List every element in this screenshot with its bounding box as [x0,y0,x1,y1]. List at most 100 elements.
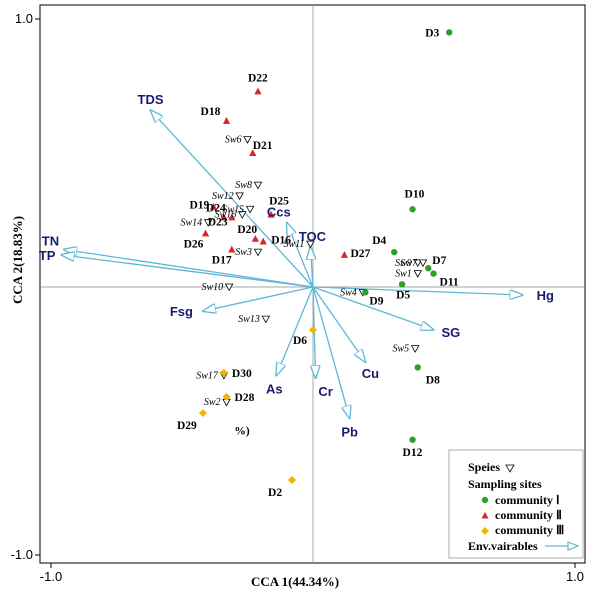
species-label-sw6: Sw6 [225,135,242,146]
site-marker-d3 [446,29,452,35]
site-marker-d22 [254,88,261,95]
legend-community3-label: community Ⅲ [495,523,564,537]
y-tick-label: 1.0 [15,11,33,26]
env-vectors [61,110,522,418]
site-label-d10: D10 [405,188,425,200]
legend-sampling-sites-label: Sampling sites [468,477,542,491]
env-label-tds: TDS [138,92,164,107]
env-label-cr: Cr [318,384,332,399]
stray-text: %) [234,425,250,437]
legend-community1-marker [482,497,488,503]
site-marker-d16 [260,238,267,245]
species-marker-sw12 [236,193,243,199]
species-label-sw8: Sw8 [235,180,252,191]
site-marker-d7 [425,265,431,271]
site-label-d5: D5 [396,289,410,301]
env-label-tp: TP [39,248,56,263]
site-label-d6: D6 [293,335,307,347]
env-label-hg: Hg [537,288,554,303]
site-label-d3: D3 [425,27,439,39]
site-marker-d26 [202,230,209,237]
species-label-sw5: Sw5 [393,344,410,355]
site-label-d7: D7 [432,255,446,267]
site-label-d26: D26 [184,238,204,250]
cca-plot-svg: -1.0 1.01.0-1.0 TDSTNTPHgFsgSGCcsTOCAs CrC… [0,0,600,600]
species-label-sw17: Sw17 [196,370,219,381]
species-marker-sw6 [244,137,251,143]
species-marker-sw8 [254,182,261,188]
site-label-d12: D12 [403,447,423,459]
site-label-d25: D25 [269,196,289,208]
env-label-fsg: Fsg [170,304,193,319]
site-marker-d11 [430,270,436,276]
legend-env-label: Env.vairables [468,539,538,553]
species-label-sw4: Sw4 [340,287,357,298]
species-marker-sw13 [262,316,269,322]
species-label-sw12: Sw12 [212,191,234,202]
env-vector-tn [64,249,313,287]
env-vector-sg [313,287,434,330]
site-marker-d12 [409,437,415,443]
species-label-sw7: Sw7 [400,258,418,269]
site-marker-d18 [223,117,230,124]
site-label-d22: D22 [248,72,268,84]
env-label-pb: Pb [341,424,358,439]
site-label-d2: D2 [268,487,282,499]
site-label-d21: D21 [253,140,273,152]
legend-species-label: Speies [468,460,500,474]
site-marker-d27 [341,251,348,258]
cca-biplot: -1.0 1.0 1.0 -1.0 TDS TN TP Hg Fsg SG Ccs TOC As Cr C… [0,0,600,600]
species-marker-sw7 [419,260,426,266]
species-marker-sw15 [247,206,254,212]
env-vector-as [276,287,313,375]
site-label-d23: D23 [208,216,228,228]
env-label-sg: SG [442,325,461,340]
site-label-d4: D4 [372,235,386,247]
site-label-d24: D24 [206,202,226,214]
site-marker-d9 [362,289,368,295]
species-label-sw1: Sw1 [395,269,412,280]
site-marker-d8 [415,364,421,370]
site-marker-d10 [409,206,415,212]
species-label-sw13: Sw13 [238,314,260,325]
env-label-tn: TN [42,233,59,248]
env-label-as: As [266,381,283,396]
site-label-d18: D18 [201,106,221,118]
legend: Speies Sampling sites community Ⅰ commun… [449,450,583,558]
species-marker-sw3 [254,249,261,255]
site-marker-d20 [252,235,259,242]
x-tick-label: -1.0 [40,569,62,584]
legend-community1-label: community Ⅰ [495,493,560,507]
site-marker-d30 [220,369,228,377]
species-marker-sw1 [414,271,421,277]
site-label-d28: D28 [235,392,255,404]
env-vector-tp [61,255,313,287]
site-label-d17: D17 [212,254,232,266]
species-label-sw14: Sw14 [181,218,203,229]
site-marker-d17 [228,246,235,253]
site-label-d16: D16 [271,234,291,246]
site-marker-d5 [399,281,405,287]
species-label-sw10: Sw10 [201,282,223,293]
site-label-d30: D30 [232,368,252,380]
legend-community2-label: community Ⅱ [495,508,562,522]
env-label-cu: Cu [362,366,379,381]
y-tick-label: -1.0 [11,547,33,562]
site-label-d29: D29 [177,420,197,432]
site-marker-d2 [288,476,296,484]
site-marker-d6 [309,326,317,334]
species-label-sw2: Sw2 [204,397,221,408]
site-marker-d4 [391,249,397,255]
x-tick-label: 1.0 [566,569,584,584]
x-axis-title: CCA 1(44.34%) [251,574,339,589]
site-label-d27: D27 [350,248,370,260]
y-axis-title: CCA 2(18.83%) [10,216,25,304]
species-marker-sw5 [412,346,419,352]
site-label-d9: D9 [369,295,383,307]
species-label-sw3: Sw3 [235,247,252,258]
site-label-d20: D20 [237,224,257,236]
site-label-d11: D11 [440,277,459,289]
site-marker-d29 [199,409,207,417]
site-label-d8: D8 [426,374,440,386]
